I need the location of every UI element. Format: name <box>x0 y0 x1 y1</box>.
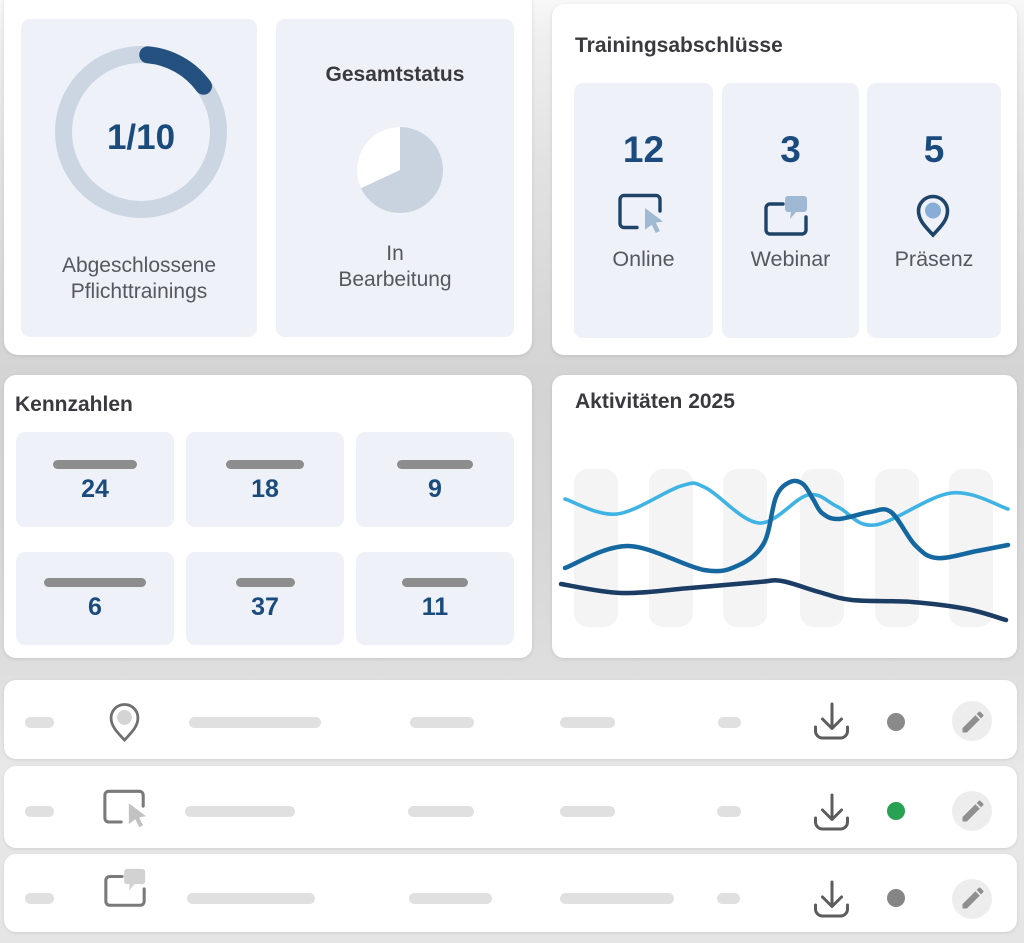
svg-text:1/10: 1/10 <box>107 118 175 157</box>
